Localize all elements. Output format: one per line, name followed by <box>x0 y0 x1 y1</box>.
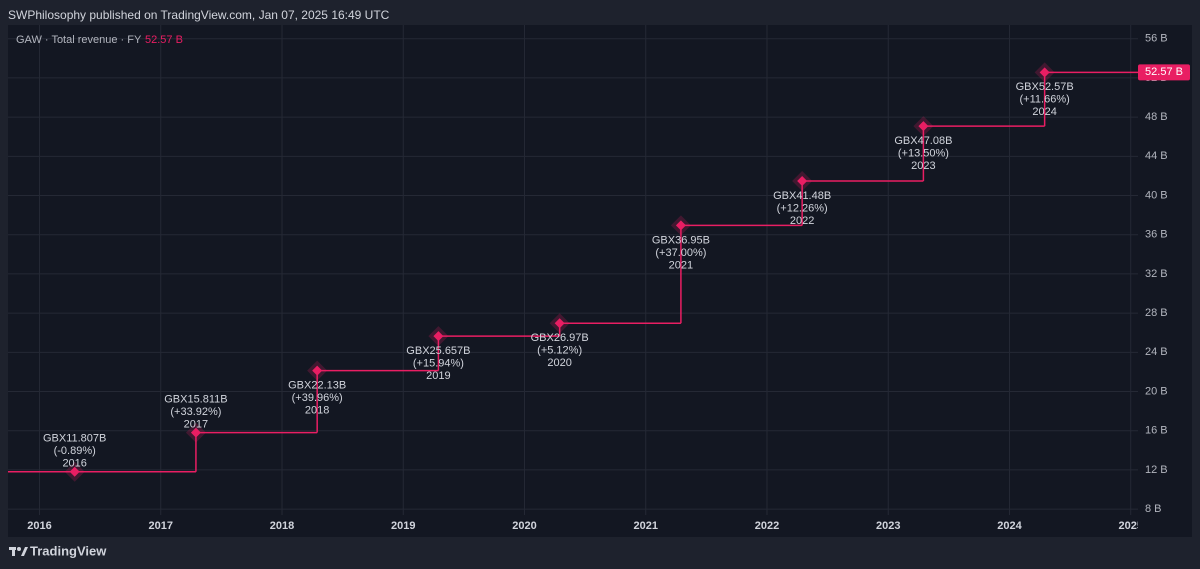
year-label: 2017 <box>184 418 208 430</box>
value-label: GBX52.57B <box>1016 81 1074 93</box>
change-label: (+15.94%) <box>413 357 464 369</box>
point <box>312 365 323 376</box>
legend-title: GAW · Total revenue · FY <box>16 34 142 46</box>
x-tick-label: 2022 <box>755 520 779 532</box>
change-label: (-0.89%) <box>54 445 96 457</box>
x-tick-label: 2016 <box>27 520 51 532</box>
x-tick-label: 2019 <box>391 520 415 532</box>
y-tick-label: 40 B <box>1145 189 1168 201</box>
y-tick-label: 12 B <box>1145 464 1168 476</box>
y-tick-label: 28 B <box>1145 307 1168 319</box>
change-label: (+39.96%) <box>292 392 343 404</box>
brand: TradingView <box>30 543 107 558</box>
y-tick-label: 36 B <box>1145 229 1168 241</box>
year-label: 2019 <box>426 370 450 382</box>
change-label: (+37.00%) <box>655 247 706 259</box>
point <box>675 220 686 231</box>
point <box>1039 67 1050 78</box>
y-tick-label: 32 B <box>1145 268 1168 280</box>
value-label: GBX22.13B <box>288 380 346 392</box>
point <box>69 466 80 477</box>
y-tick-label: 48 B <box>1145 111 1168 123</box>
grid <box>8 25 1138 515</box>
change-label: (+33.92%) <box>170 406 221 418</box>
legend-value: 52.57 B <box>145 34 183 46</box>
x-axis-area <box>8 515 1192 537</box>
x-tick-labels: 2016 2017 2018 2019 2020 2021 2022 2023 2024 2025 <box>27 520 1142 532</box>
y-tick-label: 8 B <box>1145 503 1162 515</box>
change-label: (+13.50%) <box>898 148 949 160</box>
brand-logo <box>9 547 28 556</box>
point <box>797 176 808 187</box>
value-label: GBX15.811B <box>164 393 227 405</box>
last-value-label: 52.57 B <box>1145 66 1183 78</box>
value-label: GBX41.48B <box>773 190 831 202</box>
y-tick-label: 44 B <box>1145 150 1168 162</box>
year-label: 2016 <box>62 458 86 470</box>
point <box>918 121 929 132</box>
labels: 8 B 12 B 16 B 20 B 24 B 28 B 32 B 36 B 40 B 44 B 4… <box>27 33 1190 532</box>
year-label: 2020 <box>547 357 571 369</box>
y-tick-label: 20 B <box>1145 385 1168 397</box>
change-label: (+12.26%) <box>777 202 828 214</box>
point <box>190 427 201 438</box>
y-tick-label: 56 B <box>1145 33 1168 45</box>
x-tick-label: 2017 <box>149 520 173 532</box>
value-label: GBX11.807B <box>43 433 106 445</box>
x-tick-label: 2018 <box>270 520 294 532</box>
value-label: GBX25.657B <box>406 345 470 357</box>
point <box>554 318 565 329</box>
last-value-box <box>1138 64 1190 81</box>
y-axis-area <box>1138 25 1192 515</box>
x-tick-label: 2025 <box>1118 520 1142 532</box>
x-tick-label: 2021 <box>634 520 658 532</box>
marks <box>8 62 1138 482</box>
year-label: 2021 <box>669 259 693 271</box>
point <box>433 331 444 342</box>
change-label: (+5.12%) <box>537 345 582 357</box>
x-tick-label: 2023 <box>876 520 900 532</box>
year-label: 2022 <box>790 215 814 227</box>
x-tick-label: 2024 <box>997 520 1022 532</box>
plot-area <box>8 25 1138 515</box>
header-text: SWPhilosophy published on TradingView.co… <box>8 8 390 22</box>
y-tick-label: 24 B <box>1145 346 1168 358</box>
value-label: GBX47.08B <box>894 135 952 147</box>
value-label: GBX26.97B <box>531 332 589 344</box>
change-label: (+11.66%) <box>1020 94 1070 106</box>
y-tick-label: 16 B <box>1145 425 1168 437</box>
year-label: 2024 <box>1032 106 1056 118</box>
x-tick-label: 2020 <box>512 520 536 532</box>
year-label: 2023 <box>911 160 935 172</box>
value-label: GBX36.95B <box>652 234 710 246</box>
year-label: 2018 <box>305 405 329 417</box>
